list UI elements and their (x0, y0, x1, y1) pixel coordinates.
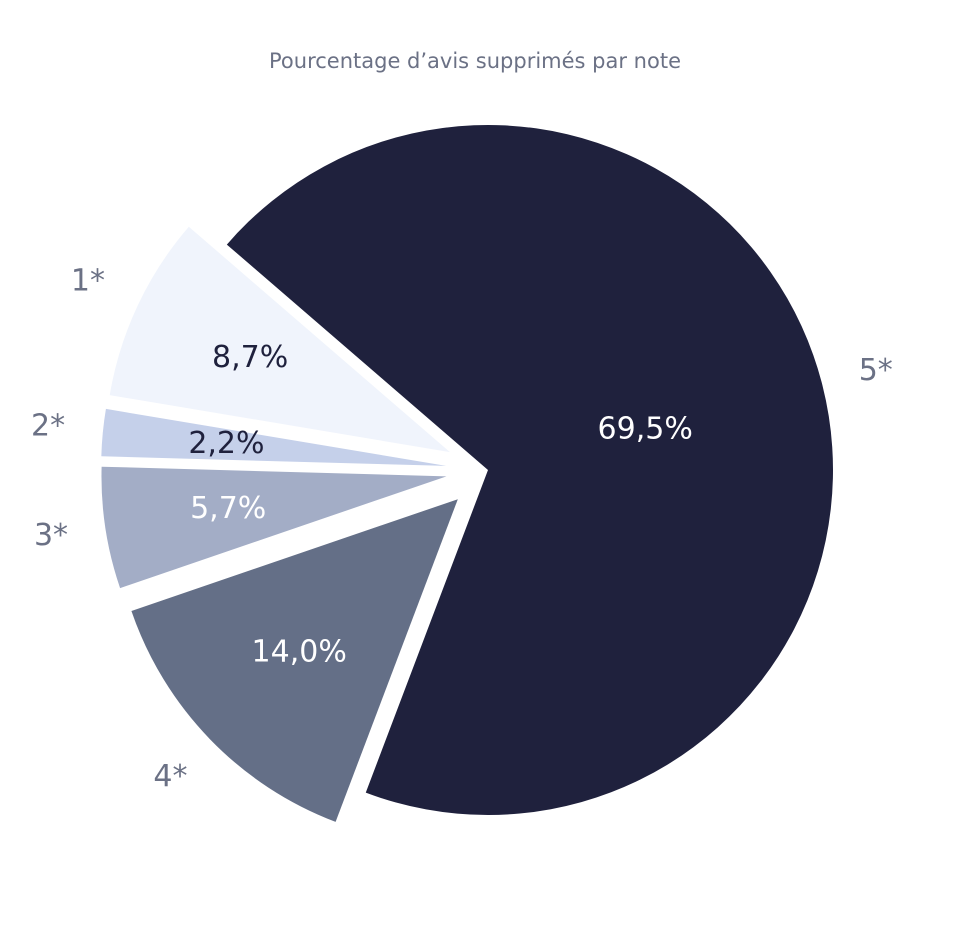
value-label: 2,2% (188, 426, 264, 461)
category-label: 3* (34, 518, 68, 553)
pie-slice (226, 125, 834, 815)
value-label: 8,7% (212, 340, 288, 375)
value-label: 14,0% (252, 634, 347, 669)
category-label: 4* (153, 759, 187, 794)
category-label: 5* (859, 353, 893, 388)
chart-title: Pourcentage d’avis supprimés par note (269, 49, 681, 73)
value-label: 69,5% (598, 412, 693, 447)
value-label: 5,7% (190, 491, 266, 526)
pie-slice (101, 408, 447, 466)
pie-slice (109, 226, 450, 453)
pie-slice (101, 466, 447, 589)
pie-slice (131, 499, 458, 822)
category-label: 1* (71, 264, 105, 299)
category-label: 2* (31, 409, 65, 444)
